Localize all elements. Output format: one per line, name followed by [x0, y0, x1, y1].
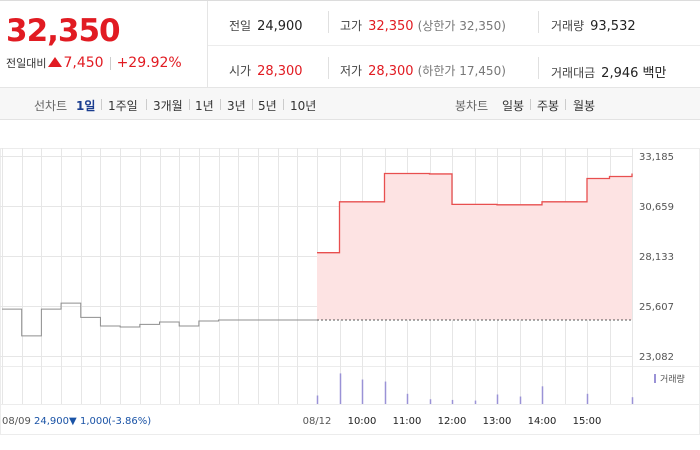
divider: [146, 99, 147, 110]
tab-1d[interactable]: 1일: [76, 99, 96, 113]
prev-close-value: 24,900: [34, 416, 69, 427]
stat-value: 2,946 백만: [601, 66, 667, 81]
price-chart: 33,185 30,659 28,133 25,607 23,082 거래량 08/09 24…: [0, 148, 700, 435]
stat-label: 전일: [229, 19, 252, 33]
volume-legend-swatch: [654, 374, 656, 383]
stat-amount: 거래대금 2,946 백만: [551, 62, 666, 81]
divider: [101, 99, 102, 110]
stat-label: 거래대금: [551, 66, 596, 80]
prev-change-pct: (-3.86%): [108, 416, 151, 427]
divider: [328, 11, 329, 33]
change-percent: +29.92%: [116, 55, 182, 71]
stat-volume: 거래량 93,532: [551, 17, 636, 34]
stat-value: 28,300: [368, 64, 414, 79]
divider: [565, 99, 566, 110]
candle-chart-label: 봉차트: [455, 99, 489, 113]
x-tick-label: 08/09: [2, 416, 31, 427]
tab-monthly[interactable]: 월봉: [573, 99, 596, 113]
stat-sub: (하한가 17,450): [417, 64, 506, 78]
change-row: 전일대비 7,450 +29.92%: [6, 55, 182, 71]
intraday-area: [317, 173, 632, 321]
x-tick-label: 15:00: [573, 416, 602, 427]
volume-legend-label: 거래량: [660, 373, 685, 385]
divider: [109, 56, 111, 70]
change-label: 전일대비: [6, 57, 47, 70]
x-tick-label: 14:00: [528, 416, 557, 427]
stat-high: 고가 32,350 (상한가 32,350): [340, 17, 506, 34]
y-tick-label: 30,659: [639, 202, 674, 213]
stat-open: 시가 28,300: [229, 62, 303, 79]
x-tick-label: 10:00: [348, 416, 377, 427]
prev-day-line: [2, 302, 317, 337]
stat-sub: (상한가 32,350): [417, 19, 506, 33]
row-divider: [208, 45, 700, 46]
stat-value: 24,900: [257, 19, 303, 34]
tab-5y[interactable]: 5년: [258, 99, 277, 113]
stat-label: 고가: [340, 19, 363, 33]
prev-change-value: 1,000: [80, 416, 109, 427]
line-chart-label: 선차트: [34, 99, 68, 113]
stat-label: 저가: [340, 64, 363, 78]
tab-1w[interactable]: 1주일: [108, 99, 138, 113]
tab-10y[interactable]: 10년: [290, 99, 317, 113]
stat-value: 32,350: [368, 19, 414, 34]
y-tick-label: 23,082: [639, 352, 674, 363]
divider: [530, 99, 531, 110]
intraday-line: [317, 172, 633, 254]
footer-panel-frame: [0, 404, 700, 435]
tab-1y[interactable]: 1년: [195, 99, 214, 113]
stat-label: 시가: [229, 64, 252, 78]
tab-daily[interactable]: 일봉: [502, 99, 525, 113]
y-tick-label: 25,607: [639, 302, 674, 313]
divider: [538, 11, 539, 33]
prev-change-arrow: ▼: [69, 416, 77, 427]
x-tick-label: 11:00: [393, 416, 422, 427]
current-price-block: 32,350 전일대비 7,450 +29.92%: [0, 1, 208, 89]
stat-low: 저가 28,300 (하한가 17,450): [340, 62, 506, 79]
stat-value: 93,532: [590, 19, 636, 34]
divider: [283, 99, 284, 110]
up-arrow-icon: [48, 57, 63, 67]
stat-label: 거래량: [551, 19, 585, 33]
tab-weekly[interactable]: 주봉: [537, 99, 560, 113]
divider: [189, 99, 190, 110]
y-tick-label: 28,133: [639, 252, 674, 263]
tab-3m[interactable]: 3개월: [153, 99, 183, 113]
divider: [328, 57, 329, 79]
current-price: 32,350: [6, 13, 121, 49]
period-bar: 선차트 1일 1주일 3개월 1년 3년 5년 10년 봉차트 일봉 주봉 월봉: [0, 88, 700, 120]
price-summary: 32,350 전일대비 7,450 +29.92% 전일 24,900 고가 3…: [0, 0, 700, 89]
volume-panel-frame: [0, 366, 700, 405]
tab-3y[interactable]: 3년: [227, 99, 246, 113]
divider: [538, 57, 539, 79]
y-tick-label: 33,185: [639, 152, 674, 163]
x-tick-label: 13:00: [483, 416, 512, 427]
divider: [252, 99, 253, 110]
divider: [220, 99, 221, 110]
x-tick-label: 08/12: [303, 416, 332, 427]
x-tick-label: 12:00: [438, 416, 467, 427]
stat-value: 28,300: [257, 64, 303, 79]
stat-prev-close: 전일 24,900: [229, 17, 303, 34]
change-value: 7,450: [63, 55, 104, 71]
